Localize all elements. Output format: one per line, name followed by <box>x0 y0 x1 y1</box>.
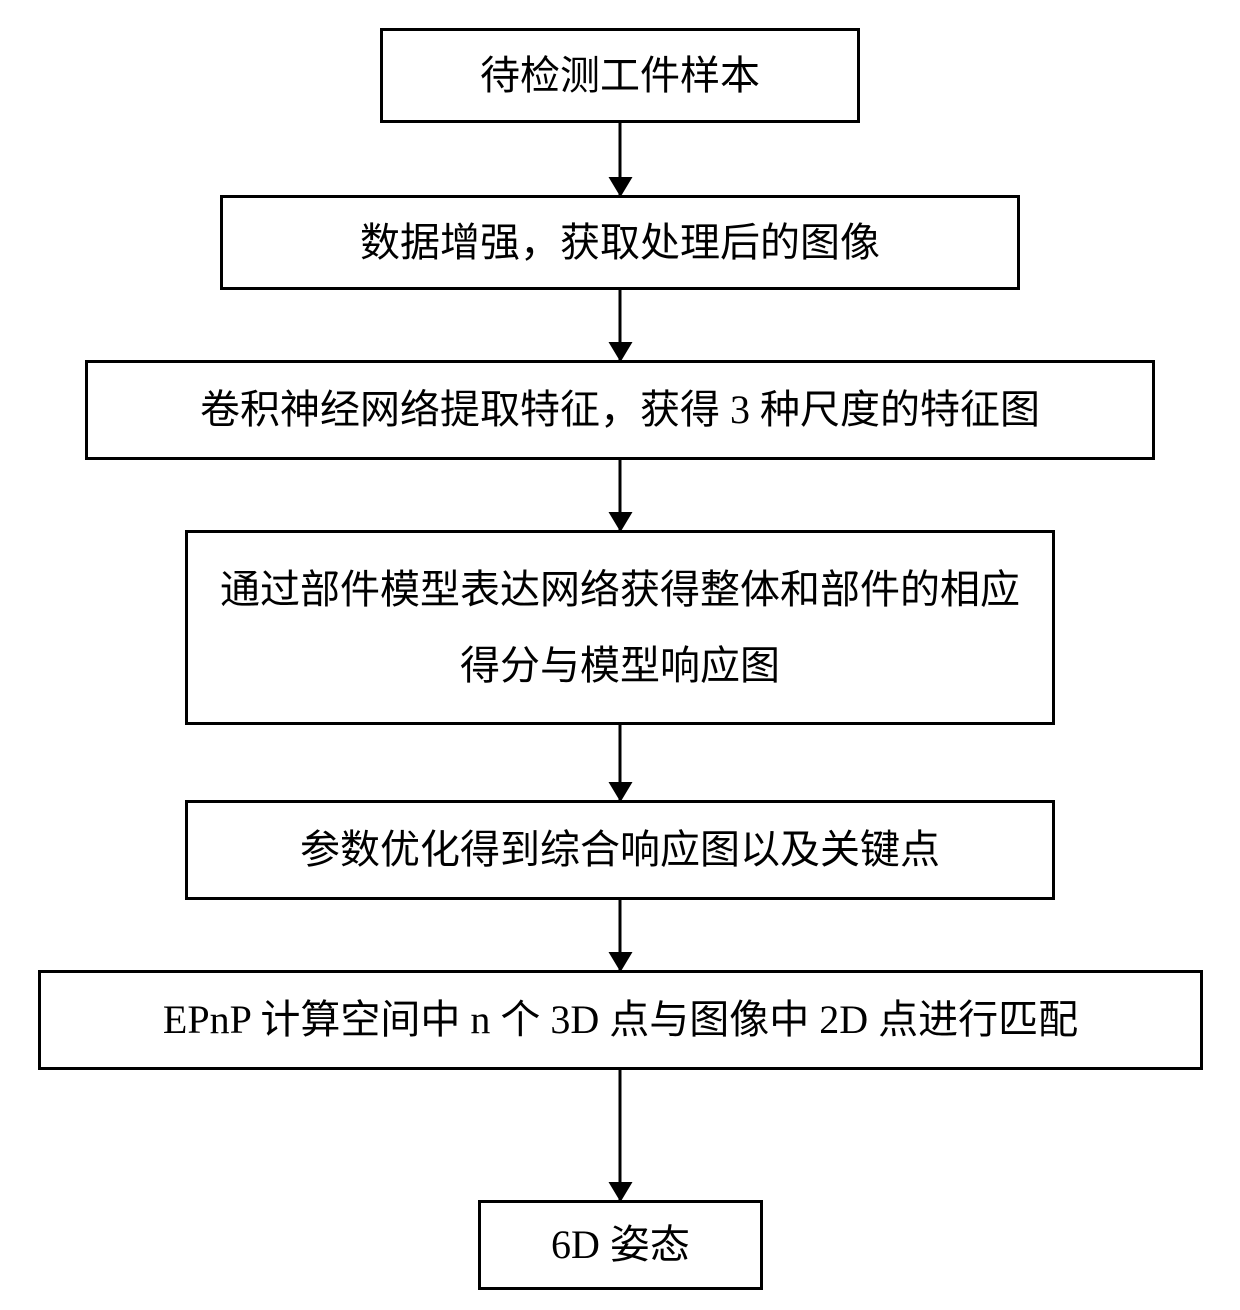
flowchart-node: 参数优化得到综合响应图以及关键点 <box>185 800 1055 900</box>
flowchart-node: 通过部件模型表达网络获得整体和部件的相应得分与模型响应图 <box>185 530 1055 725</box>
flowchart-arrow <box>619 1070 622 1200</box>
flowchart-arrow <box>619 290 622 360</box>
flowchart-node: 待检测工件样本 <box>380 28 860 123</box>
node-label: EPnP 计算空间中 n 个 3D 点与图像中 2D 点进行匹配 <box>163 982 1078 1058</box>
node-label: 6D 姿态 <box>551 1207 690 1283</box>
flowchart-canvas: 待检测工件样本 数据增强，获取处理后的图像 卷积神经网络提取特征，获得 3 种尺… <box>0 0 1240 1310</box>
flowchart-node: 数据增强，获取处理后的图像 <box>220 195 1020 290</box>
node-label: 通过部件模型表达网络获得整体和部件的相应得分与模型响应图 <box>208 552 1032 704</box>
flowchart-node: 6D 姿态 <box>478 1200 763 1290</box>
node-label: 待检测工件样本 <box>480 38 760 114</box>
flowchart-node: 卷积神经网络提取特征，获得 3 种尺度的特征图 <box>85 360 1155 460</box>
flowchart-arrow <box>619 460 622 530</box>
flowchart-arrow <box>619 123 622 195</box>
flowchart-arrow <box>619 900 622 970</box>
flowchart-arrow <box>619 725 622 800</box>
node-label: 数据增强，获取处理后的图像 <box>360 205 880 281</box>
flowchart-node: EPnP 计算空间中 n 个 3D 点与图像中 2D 点进行匹配 <box>38 970 1203 1070</box>
node-label: 参数优化得到综合响应图以及关键点 <box>300 812 940 888</box>
node-label: 卷积神经网络提取特征，获得 3 种尺度的特征图 <box>200 372 1040 448</box>
